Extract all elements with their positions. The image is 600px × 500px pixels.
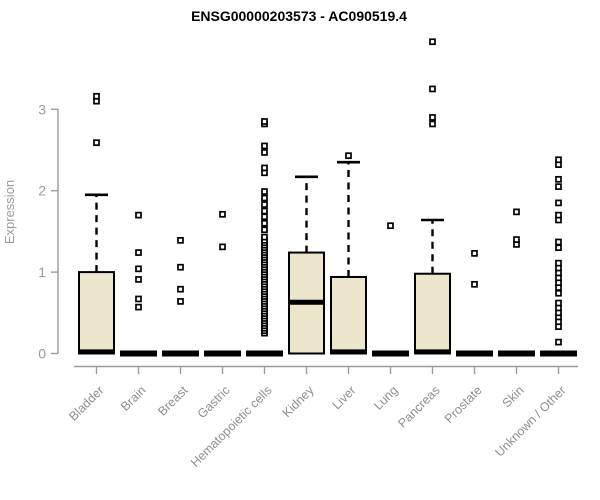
- outlier-point: [177, 298, 184, 305]
- outlier-point: [261, 164, 268, 172]
- outlier-point: [429, 38, 436, 46]
- box: [78, 271, 115, 355]
- x-tick-label-hematopoietic-cells: Hematopoietic cells: [188, 383, 275, 470]
- y-tick-label: 0: [38, 346, 46, 362]
- outlier-point: [261, 188, 268, 195]
- outlier-point: [135, 265, 142, 273]
- box-group-bladder: [78, 92, 115, 355]
- box-group-hematopoietic-cells: [246, 118, 283, 357]
- outlier-point: [555, 244, 562, 252]
- outlier-point: [555, 338, 562, 346]
- outlier-point: [429, 85, 436, 93]
- collapsed-box: [120, 350, 157, 357]
- outlier-point: [93, 139, 100, 147]
- collapsed-box: [372, 350, 409, 357]
- y-tick-label: 1: [38, 264, 46, 280]
- y-tick-label: 3: [38, 101, 46, 117]
- outlier-point: [219, 210, 226, 218]
- outlier-point: [555, 238, 562, 246]
- outlier-point: [555, 211, 562, 219]
- x-tick-label-pancreas: Pancreas: [395, 383, 442, 430]
- x-tick-label-kidney: Kidney: [280, 383, 317, 420]
- x-tick-label-liver: Liver: [330, 383, 359, 412]
- outlier-point: [555, 175, 562, 183]
- collapsed-box: [204, 350, 241, 357]
- outlier-point: [555, 289, 562, 297]
- outlier-point: [513, 236, 520, 243]
- outlier-point: [261, 213, 268, 221]
- collapsed-box: [456, 350, 493, 357]
- x-tick-label-lung: Lung: [371, 383, 401, 413]
- x-tick-label-prostate: Prostate: [442, 383, 485, 426]
- outlier-point: [219, 243, 226, 251]
- x-tick-label-skin: Skin: [500, 383, 527, 410]
- box-group-brain: [120, 211, 157, 357]
- outlier-point: [261, 149, 268, 156]
- outlier-point: [93, 92, 100, 100]
- outlier-point: [387, 222, 394, 230]
- outlier-point: [555, 199, 562, 207]
- outlier-point: [261, 207, 268, 215]
- outlier-point: [471, 280, 478, 288]
- y-axis-title: Expression: [2, 180, 17, 244]
- plot-area: 0 1 2 3 Bladder Brain Breast GastricHematopoiet…: [38, 38, 578, 470]
- x-tick-label-unknown-other: Unknown / Other: [492, 383, 568, 459]
- outlier-point: [261, 118, 268, 125]
- x-tick-label-brain: Brain: [118, 383, 149, 414]
- box-group-lung: [372, 222, 409, 357]
- outlier-point: [135, 295, 142, 303]
- box-group-unknown-other: [540, 156, 577, 357]
- x-tick-label-breast: Breast: [155, 383, 191, 419]
- outlier-point: [261, 201, 268, 208]
- outlier-point: [261, 194, 268, 202]
- collapsed-box: [540, 350, 577, 357]
- outlier-point: [135, 211, 142, 219]
- outlier-point: [261, 226, 268, 234]
- box-group-pancreas: [414, 38, 451, 355]
- outlier-point: [135, 249, 142, 256]
- y-tick-label: 2: [38, 183, 46, 199]
- box-group-kidney: [288, 175, 325, 355]
- x-tick-label-bladder: Bladder: [66, 383, 106, 423]
- outlier-point: [555, 259, 562, 267]
- outlier-point: [261, 219, 268, 227]
- outlier-point: [471, 250, 478, 257]
- outlier-point: [177, 285, 184, 293]
- collapsed-box: [162, 350, 199, 357]
- outlier-point: [429, 114, 436, 121]
- collapsed-box: [246, 350, 283, 357]
- outlier-point: [135, 276, 142, 283]
- outlier-point: [261, 233, 268, 241]
- outlier-point: [177, 263, 184, 271]
- outlier-point: [261, 142, 268, 150]
- outlier-point: [555, 156, 562, 164]
- box-group-gastric: [204, 210, 241, 357]
- outlier-point: [429, 120, 436, 128]
- box: [330, 275, 367, 355]
- box-group-skin: [498, 208, 535, 357]
- outlier-point: [555, 183, 562, 190]
- box-group-liver: [330, 152, 367, 355]
- box-group-breast: [162, 237, 199, 357]
- box: [414, 272, 451, 355]
- outlier-point: [555, 299, 562, 307]
- chart-title: ENSG00000203573 - AC090519.4: [191, 8, 407, 24]
- outlier-point: [177, 237, 184, 244]
- box-group-prostate: [456, 250, 493, 357]
- x-tick-label-gastric: Gastric: [195, 383, 233, 421]
- outlier-point: [135, 303, 142, 311]
- outlier-point: [345, 152, 352, 160]
- collapsed-box: [498, 350, 535, 357]
- outlier-point: [513, 208, 520, 216]
